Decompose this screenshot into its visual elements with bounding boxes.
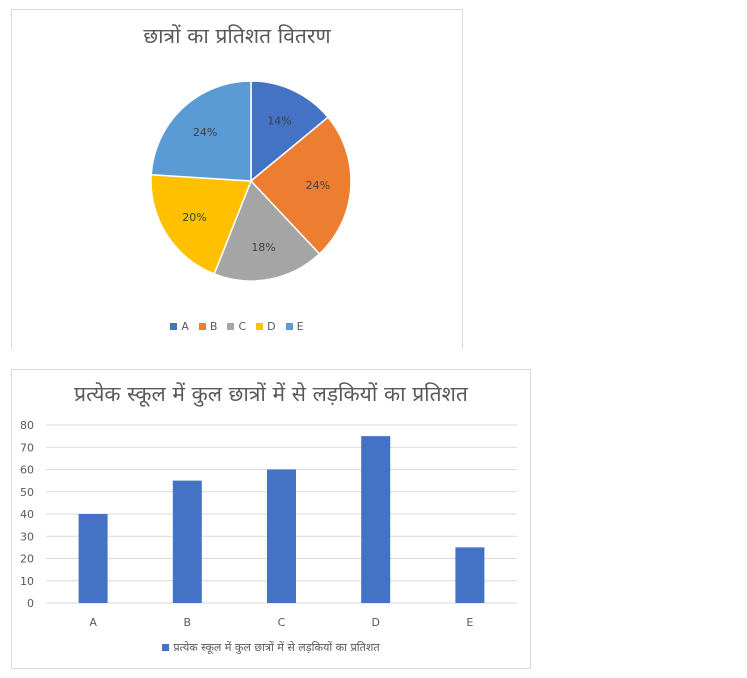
pie-slice-d — [150, 173, 253, 275]
pie-chart: 14% 24% 18% 20% 24% — [150, 80, 352, 282]
y-tick-label: 60 — [20, 464, 34, 477]
pie-legend: A B C D E — [12, 320, 462, 333]
pie-label-d: 20% — [182, 211, 206, 224]
bar-chart: 0 10 20 30 40 50 60 70 80 A B C D E — [20, 419, 517, 629]
legend-label: E — [296, 320, 304, 333]
bar-legend: प्रत्येक स्कूल में कुल छात्रों में से लड… — [12, 640, 530, 655]
y-tick-label: 50 — [20, 486, 34, 499]
x-tick-label: E — [466, 616, 473, 629]
y-tick-label: 80 — [20, 419, 34, 432]
legend-swatch — [285, 323, 293, 330]
bar-a — [78, 514, 108, 603]
legend-label: D — [267, 320, 276, 333]
pie-legend-item-a: A — [170, 320, 189, 333]
y-tick-label: 40 — [20, 508, 34, 521]
x-tick-label: B — [184, 616, 192, 629]
legend-swatch — [170, 323, 178, 330]
pie-slice-c — [213, 179, 321, 282]
bar-c — [267, 469, 296, 603]
pie-chart-panel: छात्रों का प्रतिशत वितरण 14% 24% 18% 20% 24%… — [11, 9, 463, 349]
pie-legend-item-b: B — [198, 320, 218, 333]
y-tick-label: 10 — [20, 575, 34, 588]
bar-legend-item: प्रत्येक स्कूल में कुल छात्रों में से लड… — [162, 640, 380, 655]
y-tick-label: 70 — [20, 441, 34, 454]
legend-label: A — [181, 320, 189, 333]
legend-swatch — [227, 323, 235, 330]
pie-slice-a — [250, 80, 330, 183]
pie-label-e: 24% — [193, 126, 217, 139]
y-tick-label: 0 — [27, 597, 34, 610]
bar-e — [455, 547, 485, 603]
pie-label-c: 18% — [251, 241, 275, 254]
bar-d — [361, 436, 391, 603]
pie-legend-item-c: C — [227, 320, 246, 333]
y-tick-label: 30 — [20, 530, 34, 543]
bar-chart-panel: प्रत्येक स्कूल में कुल छात्रों में से लड… — [11, 369, 531, 669]
legend-label: C — [238, 320, 247, 333]
x-tick-label: C — [278, 616, 286, 629]
legend-swatch — [162, 644, 170, 651]
legend-label: प्रत्येक स्कूल में कुल छात्रों में से लड… — [173, 641, 380, 654]
bar-chart-title: प्रत्येक स्कूल में कुल छात्रों में से लड… — [74, 382, 468, 406]
pie-legend-item-e: E — [285, 320, 304, 333]
x-tick-label: D — [371, 616, 379, 629]
pie-label-a: 14% — [267, 114, 291, 127]
pie-slice-b — [249, 116, 352, 255]
pie-label-b: 24% — [306, 179, 330, 192]
pie-slice-e — [150, 80, 252, 182]
x-tick-label: A — [89, 616, 97, 629]
legend-swatch — [256, 323, 264, 330]
pie-legend-item-d: D — [256, 320, 276, 333]
legend-label: B — [209, 320, 218, 333]
bar-b — [172, 480, 202, 603]
legend-swatch — [198, 323, 206, 330]
y-tick-label: 20 — [20, 553, 34, 566]
pie-chart-title: छात्रों का प्रतिशत वितरण — [143, 24, 331, 48]
